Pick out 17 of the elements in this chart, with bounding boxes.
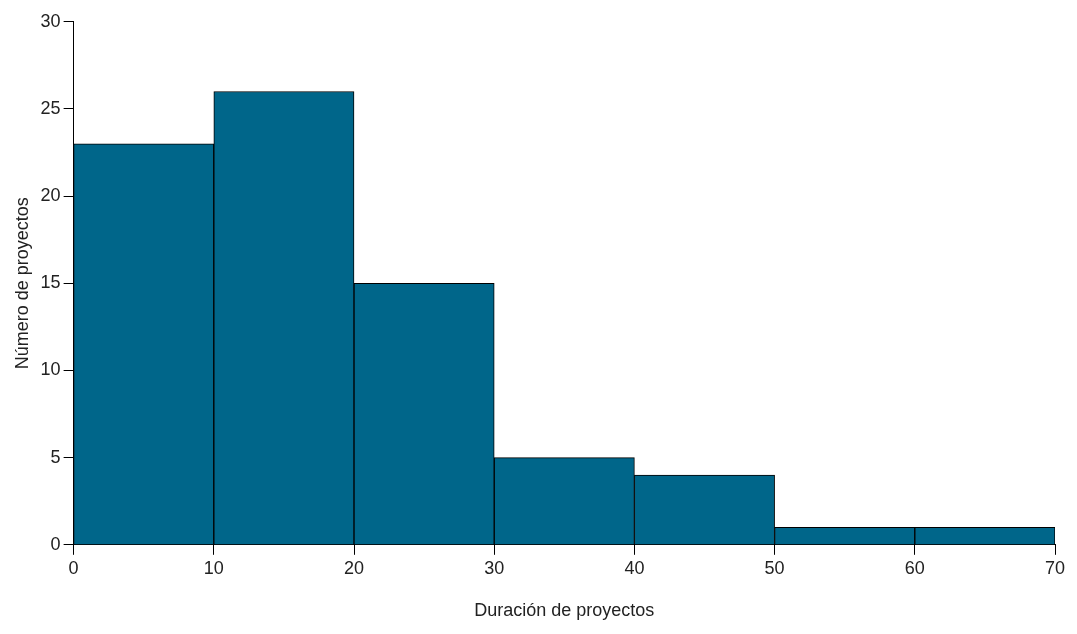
y-axis-title: Número de proyectos — [11, 197, 32, 370]
x-tick-label: 40 — [624, 557, 645, 578]
x-tick-label: 20 — [344, 557, 365, 578]
x-tick-label: 60 — [904, 557, 925, 578]
x-tick-label: 0 — [68, 557, 79, 578]
y-tick-label: 25 — [40, 97, 61, 118]
y-tick-label: 10 — [40, 359, 61, 380]
x-tick-label: 10 — [203, 557, 224, 578]
x-tick-label: 70 — [1044, 557, 1066, 578]
x-tick-label: 30 — [484, 557, 505, 578]
y-tick-label: 0 — [50, 533, 61, 554]
x-tick-label: 50 — [764, 557, 785, 578]
y-tick-label: 5 — [50, 446, 61, 467]
y-tick-label: 30 — [40, 10, 61, 31]
x-axis-title: Duración de proyectos — [474, 600, 655, 621]
y-tick-label: 20 — [40, 185, 61, 206]
y-tick-label: 15 — [40, 272, 61, 293]
